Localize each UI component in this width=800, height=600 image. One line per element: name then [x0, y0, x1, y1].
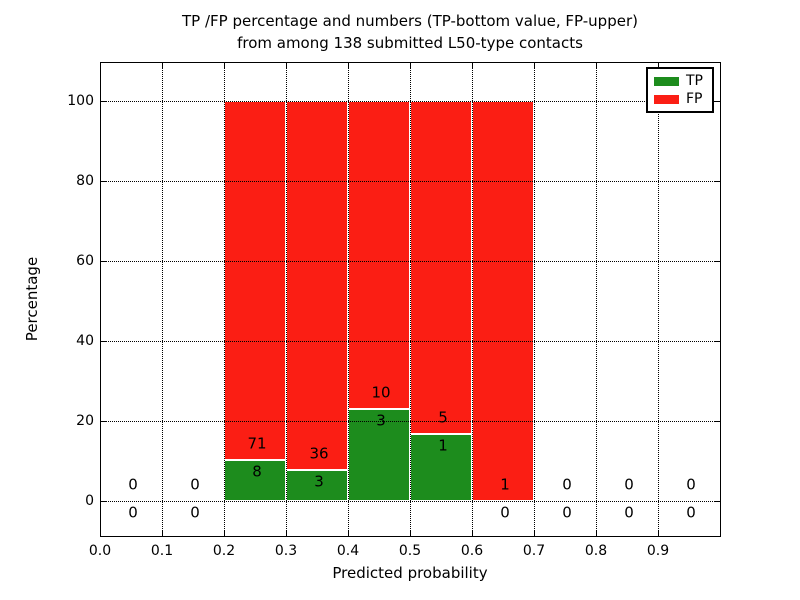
x-tick-mark-top: [596, 63, 597, 69]
gridline-vertical: [410, 62, 411, 537]
fp-count-label: 0: [624, 475, 634, 494]
x-tick-mark-top: [348, 63, 349, 69]
bar-segment-fp: [410, 101, 472, 435]
y-tick-mark-right: [714, 421, 720, 422]
fp-count-label: 71: [247, 434, 267, 453]
x-tick-mark: [100, 530, 101, 536]
x-tick-mark-top: [224, 63, 225, 69]
x-tick-mark: [472, 530, 473, 536]
x-tick-label: 0.1: [150, 543, 174, 559]
y-tick-label: 0: [85, 493, 94, 509]
y-tick-label: 60: [76, 253, 94, 269]
fp-color-swatch: [654, 94, 679, 104]
x-tick-mark: [596, 530, 597, 536]
y-tick-mark-right: [714, 181, 720, 182]
x-tick-mark: [162, 530, 163, 536]
x-tick-mark-top: [472, 63, 473, 69]
fp-count-label: 0: [128, 475, 138, 494]
bar-segment-fp: [224, 101, 286, 461]
y-tick-mark: [101, 341, 107, 342]
x-tick-mark-top: [100, 63, 101, 69]
x-tick-mark: [224, 530, 225, 536]
x-tick-label: 0.4: [336, 543, 360, 559]
y-tick-mark: [101, 101, 107, 102]
tp-color-swatch: [654, 76, 679, 86]
x-tick-label: 0.9: [646, 543, 670, 559]
gridline-vertical: [534, 62, 535, 537]
x-tick-label: 0.8: [584, 543, 608, 559]
gridline-vertical: [472, 62, 473, 537]
chart-title-line2: from among 138 submitted L50-type contac…: [237, 34, 583, 52]
legend: TP FP: [646, 67, 714, 113]
gridline-vertical: [224, 62, 225, 537]
x-tick-mark: [534, 530, 535, 536]
x-tick-label: 0.0: [88, 543, 112, 559]
fp-count-label: 0: [562, 475, 572, 494]
legend-label-tp: TP: [686, 73, 703, 89]
bar-segment-fp: [286, 101, 348, 471]
fp-count-label: 10: [371, 383, 391, 402]
chart-title-line1: TP /FP percentage and numbers (TP-bottom…: [182, 12, 638, 30]
y-tick-mark: [101, 181, 107, 182]
tp-count-label: 0: [500, 503, 510, 522]
y-tick-mark: [101, 261, 107, 262]
y-tick-label: 40: [76, 333, 94, 349]
tp-count-label: 8: [252, 462, 262, 481]
y-tick-mark: [101, 421, 107, 422]
gridline-vertical: [658, 62, 659, 537]
x-tick-label: 0.6: [460, 543, 484, 559]
x-tick-mark: [348, 530, 349, 536]
x-tick-mark-top: [534, 63, 535, 69]
tp-count-label: 0: [128, 503, 138, 522]
y-tick-mark: [101, 501, 107, 502]
fp-count-label: 0: [190, 475, 200, 494]
tp-count-label: 0: [562, 503, 572, 522]
bar-segment-fp: [348, 101, 410, 409]
x-tick-mark-top: [410, 63, 411, 69]
y-tick-label: 100: [67, 93, 94, 109]
y-tick-mark-right: [714, 101, 720, 102]
tp-count-label: 0: [686, 503, 696, 522]
legend-item-tp: TP: [654, 74, 706, 88]
y-tick-label: 80: [76, 173, 94, 189]
y-axis-label: Percentage: [23, 256, 41, 342]
x-tick-mark: [410, 530, 411, 536]
legend-label-fp: FP: [686, 91, 703, 107]
tp-count-label: 1: [438, 436, 448, 455]
x-tick-mark: [286, 530, 287, 536]
gridline-vertical: [348, 62, 349, 537]
fp-count-label: 0: [686, 475, 696, 494]
x-tick-label: 0.5: [398, 543, 422, 559]
bar-segment-tp: [410, 434, 472, 501]
tp-count-label: 3: [376, 411, 386, 430]
fp-count-label: 5: [438, 408, 448, 427]
tp-count-label: 0: [190, 503, 200, 522]
chart-title: TP /FP percentage and numbers (TP-bottom…: [182, 10, 638, 54]
x-tick-label: 0.2: [212, 543, 236, 559]
y-tick-mark-right: [714, 261, 720, 262]
tp-count-label: 3: [314, 472, 324, 491]
fp-count-label: 1: [500, 475, 510, 494]
x-tick-label: 0.3: [274, 543, 298, 559]
y-tick-label: 20: [76, 413, 94, 429]
legend-item-fp: FP: [654, 92, 706, 106]
x-tick-label: 0.7: [522, 543, 546, 559]
x-tick-mark-top: [162, 63, 163, 69]
x-tick-mark-top: [658, 63, 659, 69]
bar-segment-tp: [348, 408, 410, 501]
fp-count-label: 36: [309, 444, 329, 463]
gridline-vertical: [286, 62, 287, 537]
x-tick-mark: [658, 530, 659, 536]
x-axis-label: Predicted probability: [332, 564, 488, 582]
bar-segment-fp: [472, 101, 534, 501]
y-tick-mark-right: [714, 501, 720, 502]
plot-area: TP FP 0 0 0 0 71 8 36 3 10 3 5 1 1 0 0 0 0 0 0 0: [100, 62, 721, 537]
gridline-vertical: [162, 62, 163, 537]
y-tick-mark-right: [714, 341, 720, 342]
tp-count-label: 0: [624, 503, 634, 522]
x-tick-mark-top: [286, 63, 287, 69]
gridline-vertical: [596, 62, 597, 537]
